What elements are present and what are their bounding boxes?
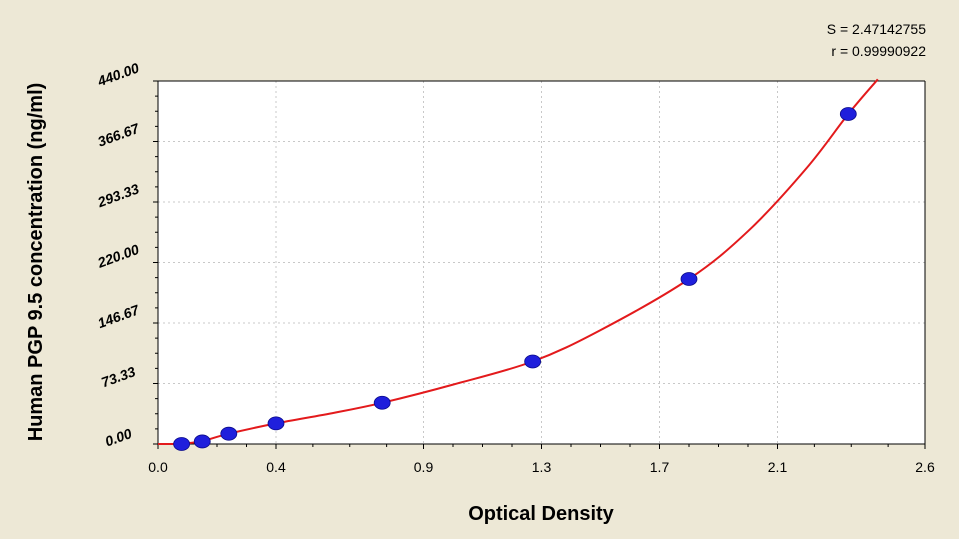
y-axis-title: Human PGP 9.5 concentration (ng/ml) <box>25 83 47 442</box>
data-point <box>839 107 857 121</box>
data-point <box>173 437 191 451</box>
fit-curve-layer <box>157 78 879 445</box>
data-point <box>220 426 238 441</box>
x-tick-label: 2.1 <box>768 459 788 475</box>
x-tick-label: 0.0 <box>148 459 168 475</box>
x-tick-label: 1.7 <box>650 459 670 475</box>
s-value-text: S = 2.47142755 <box>827 21 926 37</box>
data-point <box>267 416 285 431</box>
x-tick-label: 2.6 <box>915 459 935 475</box>
data-points-layer <box>173 107 857 451</box>
y-tick-label: 293.33 <box>94 180 141 210</box>
y-tick-label: 0.00 <box>103 425 134 449</box>
data-point <box>680 272 698 286</box>
r-value-text: r = 0.99990922 <box>831 43 926 59</box>
x-tick-label: 1.3 <box>532 459 552 475</box>
y-tick-label: 146.67 <box>95 301 142 331</box>
x-axis-title: Optical Density <box>468 503 614 525</box>
fit-curve <box>157 78 879 445</box>
data-point <box>193 434 211 449</box>
y-tick-label: 220.00 <box>94 241 141 271</box>
grid-lines <box>158 81 925 444</box>
data-point <box>373 395 391 410</box>
x-tick-label: 0.9 <box>414 459 434 475</box>
y-tick-label: 366.67 <box>95 120 142 150</box>
data-point <box>524 354 542 369</box>
x-tick-label: 0.4 <box>266 459 286 475</box>
y-tick-label: 440.00 <box>94 59 141 89</box>
y-tick-label: 73.33 <box>99 363 138 390</box>
